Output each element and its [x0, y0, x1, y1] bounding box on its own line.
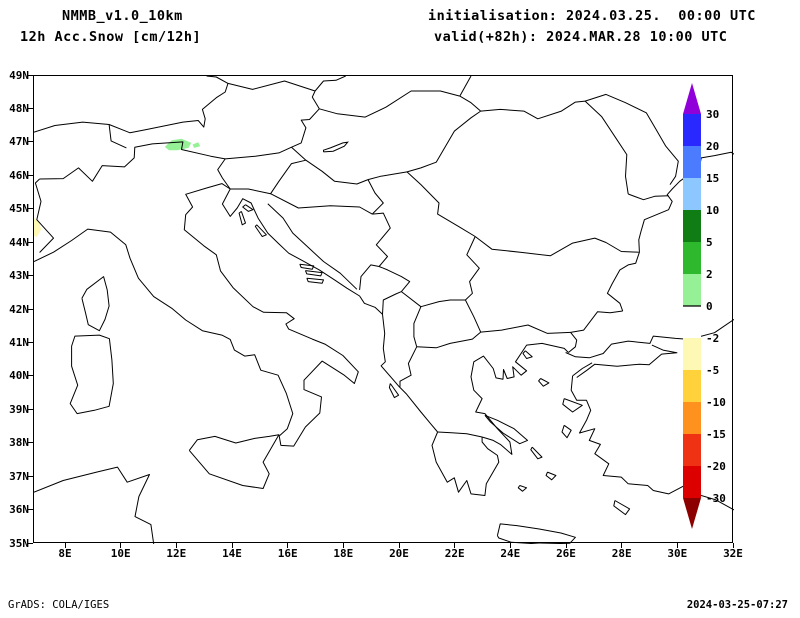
colorbar-label: 10	[706, 204, 719, 217]
lon-tick-mark	[64, 543, 66, 548]
alpine-snow-patch-small	[192, 142, 201, 148]
lat-tick-label: 42N	[9, 302, 29, 316]
lon-tick-label: 26E	[556, 547, 576, 560]
colorbar-segment	[683, 210, 701, 242]
lat-tick-label: 36N	[9, 503, 29, 517]
lat-tick-label: 43N	[9, 269, 29, 283]
grads-credit: GrADS: COLA/IGES	[8, 599, 110, 611]
lat-tick-mark	[28, 241, 33, 243]
lon-tick-label: 14E	[222, 547, 242, 560]
lon-tick-label: 20E	[389, 547, 409, 560]
colorbar-label: 15	[706, 172, 719, 185]
lat-tick-label: 44N	[9, 235, 29, 249]
colorbar-segment	[683, 178, 701, 210]
colorbar-label: -5	[706, 364, 719, 377]
lat-tick-label: 37N	[9, 469, 29, 483]
lat-tick-label: 45N	[9, 202, 29, 216]
lakes	[323, 141, 349, 153]
render-timestamp: 2024-03-25-07:27	[686, 599, 788, 611]
lon-tick-mark	[676, 543, 678, 548]
lat-tick-mark	[28, 442, 33, 444]
lat-tick-mark	[28, 509, 33, 511]
lat-tick-label: 38N	[9, 436, 29, 450]
lon-tick-mark	[175, 543, 177, 548]
lat-tick-label: 48N	[9, 101, 29, 115]
colorbar-label: 0	[706, 300, 713, 313]
lon-tick-mark	[565, 543, 567, 548]
lon-tick-label: 28E	[611, 547, 632, 560]
lat-tick-label: 47N	[9, 135, 29, 149]
lat-tick-label: 46N	[9, 168, 29, 182]
lat-tick-mark	[28, 107, 33, 109]
colorbar-segment	[683, 274, 701, 306]
lon-tick-mark	[398, 543, 400, 548]
map-frame	[33, 75, 734, 544]
lon-tick-mark	[342, 543, 344, 548]
colorbar-segment	[683, 466, 701, 498]
alpine-snow-patch	[164, 138, 192, 151]
lon-tick-label: 8E	[58, 547, 72, 560]
lon-tick-label: 24E	[500, 547, 521, 560]
lat-tick-mark	[28, 408, 33, 410]
colorbar-arrow-down	[683, 498, 701, 529]
colorbar-segment	[683, 242, 701, 274]
lat-tick-label: 39N	[9, 402, 29, 416]
lat-tick-mark	[28, 308, 33, 310]
lon-tick-mark	[120, 543, 122, 548]
lat-tick-mark	[28, 275, 33, 277]
lon-tick-label: 30E	[667, 547, 688, 560]
colorbar-label: 30	[706, 108, 719, 121]
colorbar-segment	[683, 306, 701, 338]
colorbar-segment	[683, 402, 701, 434]
lat-tick-mark	[28, 341, 33, 343]
initialisation-time: initialisation: 2024.03.25. 00:00 UTC	[428, 8, 756, 24]
lon-tick-mark	[621, 543, 623, 548]
lon-tick-label: 18E	[333, 547, 354, 560]
lat-tick-mark	[28, 475, 33, 477]
snow-shading	[34, 138, 201, 238]
colorbar-label: -20	[706, 460, 726, 473]
lat-tick-label: 35N	[9, 536, 29, 550]
colorbar-label: -30	[706, 492, 726, 505]
lat-tick-mark	[28, 208, 33, 210]
colorbar-segment	[683, 114, 701, 146]
lon-tick-label: 12E	[166, 547, 187, 560]
lon-tick-mark	[454, 543, 456, 548]
lat-tick-mark	[28, 542, 33, 544]
country-borders	[34, 76, 679, 387]
lon-tick-mark	[287, 543, 289, 548]
product-title: 12h Acc.Snow [cm/12h]	[20, 29, 202, 45]
colorbar-segment	[683, 338, 701, 370]
colorbar-label: 20	[706, 140, 719, 153]
lon-tick-label: 10E	[110, 547, 131, 560]
lon-tick-label: 16E	[277, 547, 298, 560]
colorbar-arrow-up	[683, 83, 701, 114]
lon-tick-mark	[732, 543, 734, 548]
colorbar-label: -15	[706, 428, 726, 441]
coastlines	[34, 151, 734, 544]
lat-tick-label: 49N	[9, 68, 29, 82]
lat-tick-mark	[28, 375, 33, 377]
colorbar-segment	[683, 146, 701, 178]
lat-tick-label: 40N	[9, 369, 29, 383]
colorbar-segment	[683, 434, 701, 466]
lat-tick-mark	[28, 141, 33, 143]
colorbar-label: 2	[706, 268, 713, 281]
map-canvas	[34, 76, 734, 544]
colorbar-label: -10	[706, 396, 726, 409]
colorbar-label: -2	[706, 332, 719, 345]
valid-time: valid(+82h): 2024.MAR.28 10:00 UTC	[434, 29, 728, 45]
colorbar-segment	[683, 370, 701, 402]
lat-tick-mark	[28, 74, 33, 76]
lon-tick-label: 22E	[444, 547, 465, 560]
lon-tick-mark	[509, 543, 511, 548]
colorbar-label: 5	[706, 236, 713, 249]
lon-tick-label: 32E	[723, 547, 743, 560]
lat-tick-mark	[28, 174, 33, 176]
lat-tick-label: 41N	[9, 335, 29, 349]
model-title: NMMB_v1.0_10km	[62, 8, 183, 24]
lon-tick-mark	[231, 543, 233, 548]
